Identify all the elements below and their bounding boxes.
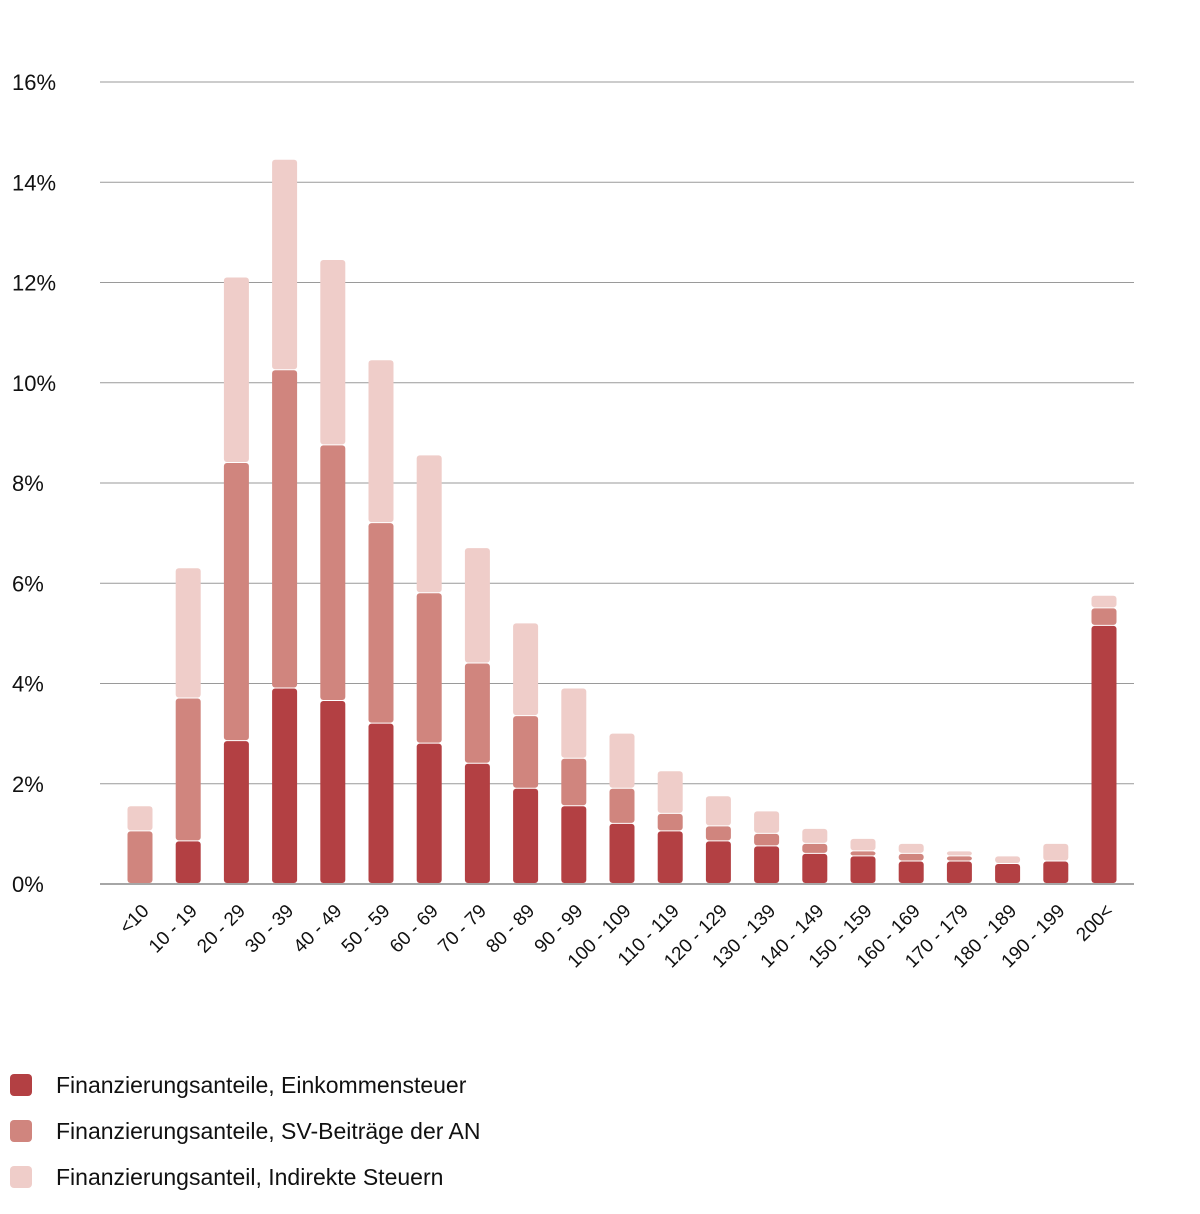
bar-segment bbox=[513, 788, 539, 883]
bar-segment bbox=[754, 811, 780, 833]
bar-segment bbox=[368, 523, 394, 723]
bar-segment bbox=[561, 758, 587, 806]
gridlines bbox=[100, 81, 1134, 785]
y-tick-label: 4% bbox=[12, 672, 44, 697]
x-tick-label: 10 - 19 bbox=[145, 901, 202, 958]
bar-segment bbox=[754, 846, 780, 883]
bar-segment bbox=[368, 723, 394, 883]
bar-segment bbox=[175, 698, 201, 841]
x-tick-label: 20 - 29 bbox=[193, 901, 250, 958]
bar-segment bbox=[946, 856, 972, 861]
y-tick-label: 8% bbox=[12, 471, 44, 496]
bar-segment bbox=[223, 277, 249, 462]
bar-segment bbox=[802, 828, 828, 843]
bar-segment bbox=[705, 796, 731, 826]
bar-segment bbox=[416, 743, 442, 883]
legend-swatch-indirekte-steuern bbox=[10, 1166, 32, 1188]
legend-swatch-sv-beitraege bbox=[10, 1120, 32, 1142]
bar-segment bbox=[1043, 861, 1069, 883]
legend-item-einkommensteuer: Finanzierungsanteile, Einkommensteuer bbox=[10, 1062, 480, 1108]
x-tick-label: <10 bbox=[116, 901, 154, 939]
bar-segment bbox=[1043, 843, 1069, 861]
y-tick-label: 12% bbox=[12, 271, 56, 296]
y-tick-label: 0% bbox=[12, 872, 44, 897]
bar-segment bbox=[609, 823, 635, 883]
bar-segment bbox=[320, 259, 346, 445]
bar-segment bbox=[320, 445, 346, 701]
legend-item-indirekte-steuern: Finanzierungsanteil, Indirekte Steuern bbox=[10, 1154, 480, 1200]
bar-segment bbox=[416, 455, 442, 593]
bar-segment bbox=[850, 856, 876, 883]
x-tick-label: 30 - 39 bbox=[241, 901, 298, 958]
x-tick-label: 60 - 69 bbox=[386, 901, 443, 958]
bar-segment bbox=[657, 813, 683, 831]
bar-segment bbox=[1091, 608, 1117, 625]
bar-segment bbox=[561, 688, 587, 758]
bar-segment bbox=[175, 568, 201, 698]
x-tick-label: 70 - 79 bbox=[434, 901, 491, 958]
bar-segment bbox=[657, 771, 683, 813]
legend-label-indirekte-steuern: Finanzierungsanteil, Indirekte Steuern bbox=[56, 1163, 444, 1190]
bar-segment bbox=[272, 688, 298, 883]
bar-segment bbox=[272, 159, 298, 370]
x-tick-label: 200< bbox=[1072, 901, 1117, 946]
legend-item-sv-beitraege: Finanzierungsanteile, SV-Beiträge der AN bbox=[10, 1108, 480, 1154]
bar-segment bbox=[1091, 625, 1117, 883]
y-tick-label: 10% bbox=[12, 371, 56, 396]
bar-segment bbox=[657, 831, 683, 883]
x-tick-label: 50 - 59 bbox=[338, 901, 395, 958]
legend-label-einkommensteuer: Finanzierungsanteile, Einkommensteuer bbox=[56, 1071, 467, 1098]
bar-segment bbox=[995, 856, 1021, 863]
bar-segment bbox=[850, 851, 876, 856]
bar-segment bbox=[368, 360, 394, 523]
bar-segment bbox=[464, 763, 490, 883]
y-tick-label: 2% bbox=[12, 772, 44, 797]
bar-segment bbox=[850, 838, 876, 851]
bar-segment bbox=[802, 843, 828, 853]
bar-segment bbox=[513, 623, 539, 716]
bar-segment bbox=[754, 833, 780, 846]
bar-segment bbox=[898, 853, 924, 861]
y-tick-label: 6% bbox=[12, 571, 44, 596]
bar-segment bbox=[898, 861, 924, 883]
bar-segment bbox=[609, 733, 635, 788]
bar-segment bbox=[1091, 595, 1117, 608]
bar-segment bbox=[609, 788, 635, 823]
x-tick-label: 80 - 89 bbox=[482, 901, 539, 958]
bar-segment bbox=[513, 716, 539, 788]
bar-segment bbox=[705, 826, 731, 841]
bar-segment bbox=[320, 701, 346, 883]
y-tick-label: 16% bbox=[12, 70, 56, 95]
bar-segment bbox=[995, 863, 1021, 883]
legend-label-sv-beitraege: Finanzierungsanteile, SV-Beiträge der AN bbox=[56, 1117, 481, 1144]
bar-segment bbox=[561, 806, 587, 883]
bar-segment bbox=[127, 831, 153, 883]
bar-segment bbox=[175, 841, 201, 883]
legend: Finanzierungsanteile, Einkommensteuer Fi… bbox=[10, 1062, 480, 1200]
bar-segment bbox=[464, 548, 490, 663]
legend-swatch-einkommensteuer bbox=[10, 1074, 32, 1096]
bar-segment bbox=[223, 741, 249, 883]
bar-segment bbox=[705, 841, 731, 883]
bar-segment bbox=[464, 663, 490, 763]
bar-segment bbox=[898, 843, 924, 853]
y-axis-ticks: 0% 2% 4% 6% 8% 10% 12% 14% 16% bbox=[12, 70, 56, 897]
bars bbox=[127, 159, 1117, 883]
bar-segment bbox=[802, 853, 828, 883]
bar-segment bbox=[946, 851, 972, 856]
y-tick-label: 14% bbox=[12, 170, 56, 195]
bar-segment bbox=[416, 593, 442, 743]
bar-segment bbox=[272, 370, 298, 688]
bar-segment bbox=[946, 861, 972, 883]
bar-segment bbox=[127, 806, 153, 831]
bar-segment bbox=[223, 462, 249, 741]
x-tick-label: 40 - 49 bbox=[290, 901, 347, 958]
